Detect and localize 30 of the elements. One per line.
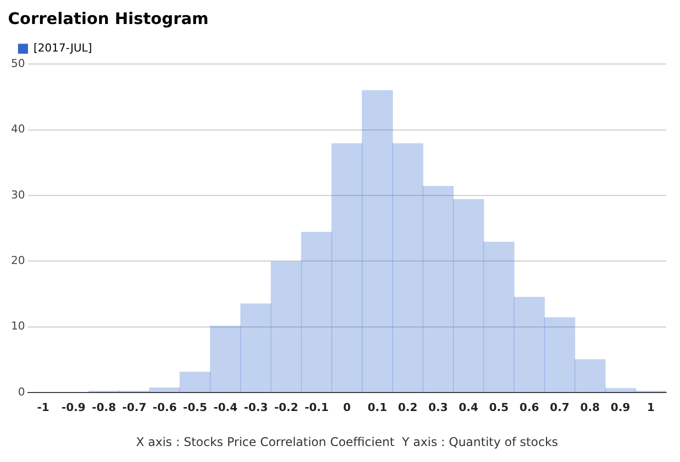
x-tick-label: 0 <box>343 400 352 414</box>
y-tick-label: 50 <box>10 57 25 70</box>
x-tick-label: -0.9 <box>62 400 86 414</box>
y-tick-label: 20 <box>10 254 25 267</box>
x-tick-label: -0.1 <box>304 400 329 414</box>
y-tick-label: 40 <box>10 122 25 136</box>
x-tick-label: 1 <box>646 400 655 414</box>
x-tick-label: -0.4 <box>213 400 238 414</box>
x-tick-label: -1 <box>37 400 50 414</box>
x-tick-label: 0.9 <box>610 400 630 414</box>
x-axis-title: X axis : Stocks Price Correlation Coefficient Y axis : Quantity of stocks <box>136 434 558 449</box>
x-tick-label: -0.5 <box>183 400 208 414</box>
y-tick-label: 0 <box>18 385 25 398</box>
chart-title: Correlation Histogram <box>8 8 209 28</box>
y-tick-label: 30 <box>10 188 25 202</box>
x-tick-label: 0.8 <box>580 400 600 414</box>
x-tick-label: -0.7 <box>122 400 146 414</box>
legend-label: [2017-JUL] <box>34 42 92 55</box>
x-tick-label: -0.2 <box>274 400 298 414</box>
x-tick-label: 0.7 <box>550 400 570 414</box>
x-tick-label: -0.6 <box>152 400 178 414</box>
x-tick-label: 0.2 <box>398 400 418 414</box>
x-tick-label: -0.8 <box>92 400 116 414</box>
x-tick-label: 0.5 <box>489 400 509 414</box>
x-tick-label: 0.6 <box>520 400 540 414</box>
x-tick-label: -0.3 <box>244 400 268 414</box>
x-tick-label: 0.3 <box>428 400 448 414</box>
y-tick-label: 10 <box>10 320 25 333</box>
x-tick-label: 0.4 <box>458 400 479 414</box>
x-tick-label: 0.1 <box>368 400 388 414</box>
